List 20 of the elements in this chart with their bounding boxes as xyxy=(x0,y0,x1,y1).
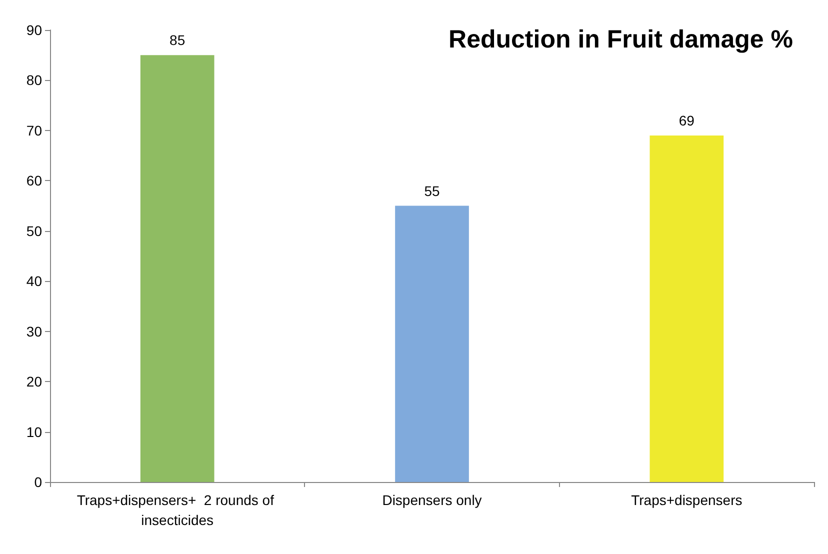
chart-title: Reduction in Fruit damage % xyxy=(448,26,794,54)
data-label: 55 xyxy=(424,182,440,199)
bar xyxy=(395,206,469,482)
y-tick-label: 50 xyxy=(26,222,42,239)
bar xyxy=(140,55,214,482)
x-tick-label: Traps+dispensers xyxy=(631,492,742,508)
x-tick-label: Dispensers only xyxy=(382,492,482,508)
y-tick-label: 70 xyxy=(26,122,42,138)
y-tick-label: 0 xyxy=(34,474,42,490)
data-label: 69 xyxy=(678,112,695,128)
y-tick-label: 80 xyxy=(26,72,42,88)
y-tick-label: 30 xyxy=(26,323,42,340)
y-tick-label: 40 xyxy=(26,273,42,290)
y-tick-label: 20 xyxy=(26,374,42,390)
data-label: 85 xyxy=(170,32,186,48)
y-tick-label: 90 xyxy=(26,22,42,38)
x-tick-label: Traps+dispensers+ 2 rounds of insecticides xyxy=(76,492,278,528)
y-tick-label: 10 xyxy=(26,424,42,440)
bar xyxy=(650,135,724,482)
y-tick-label: 60 xyxy=(26,172,42,189)
